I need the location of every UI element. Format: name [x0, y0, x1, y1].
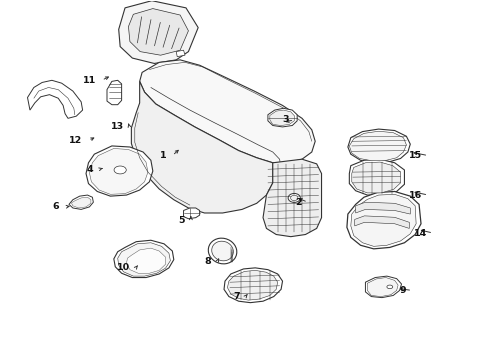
Ellipse shape: [290, 195, 297, 201]
Polygon shape: [69, 195, 93, 210]
Polygon shape: [71, 197, 91, 208]
Polygon shape: [224, 268, 282, 303]
Polygon shape: [119, 1, 198, 63]
Polygon shape: [350, 194, 415, 246]
Text: 11: 11: [82, 76, 96, 85]
Polygon shape: [131, 81, 272, 213]
Polygon shape: [118, 243, 170, 276]
Polygon shape: [263, 159, 321, 237]
Text: 16: 16: [408, 190, 422, 199]
Ellipse shape: [211, 241, 233, 261]
Polygon shape: [366, 278, 397, 297]
Polygon shape: [365, 276, 401, 298]
Text: 6: 6: [53, 202, 59, 211]
Ellipse shape: [114, 166, 126, 174]
Polygon shape: [114, 240, 173, 278]
Polygon shape: [176, 50, 184, 57]
Polygon shape: [354, 216, 408, 228]
Text: 8: 8: [204, 257, 211, 266]
Polygon shape: [348, 131, 406, 161]
Polygon shape: [346, 192, 420, 249]
Polygon shape: [227, 270, 277, 300]
Text: 3: 3: [281, 115, 288, 124]
Text: 14: 14: [413, 229, 427, 238]
Polygon shape: [347, 129, 409, 163]
Ellipse shape: [386, 285, 392, 289]
Text: 5: 5: [178, 216, 184, 225]
Text: 9: 9: [399, 286, 406, 295]
Text: 12: 12: [69, 136, 82, 145]
Text: 7: 7: [232, 292, 239, 301]
Polygon shape: [126, 248, 165, 273]
Text: 1: 1: [160, 151, 166, 160]
Polygon shape: [86, 146, 153, 196]
Ellipse shape: [287, 193, 300, 202]
Polygon shape: [107, 80, 122, 105]
Polygon shape: [89, 148, 148, 194]
Polygon shape: [267, 108, 297, 127]
Polygon shape: [128, 9, 188, 55]
Text: 15: 15: [408, 151, 422, 160]
Polygon shape: [269, 110, 294, 126]
Polygon shape: [140, 60, 315, 163]
Polygon shape: [348, 159, 404, 195]
Text: 2: 2: [295, 198, 302, 207]
Text: 10: 10: [117, 264, 130, 273]
Polygon shape: [351, 162, 400, 193]
Ellipse shape: [208, 238, 236, 264]
Polygon shape: [183, 208, 199, 219]
Text: 13: 13: [110, 122, 123, 131]
Polygon shape: [27, 80, 82, 118]
Polygon shape: [355, 202, 409, 214]
Text: 4: 4: [86, 165, 93, 174]
